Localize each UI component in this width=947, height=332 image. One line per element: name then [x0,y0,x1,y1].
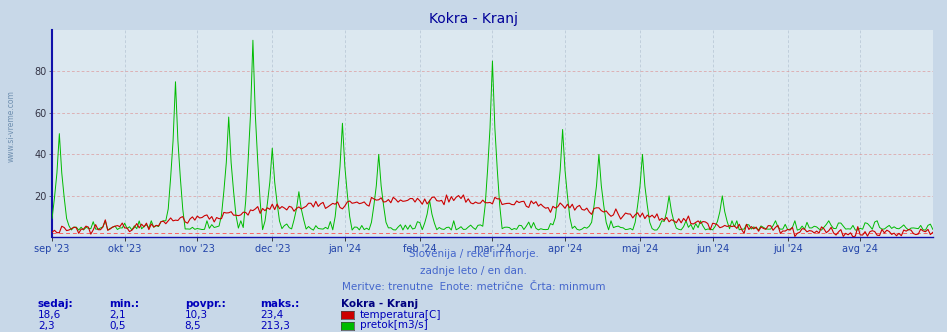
Text: 0,5: 0,5 [109,321,125,331]
Text: 10,3: 10,3 [185,310,207,320]
Text: min.:: min.: [109,299,139,309]
Text: sedaj:: sedaj: [38,299,74,309]
Text: Kokra - Kranj: Kokra - Kranj [341,299,418,309]
Text: temperatura[C]: temperatura[C] [360,310,441,320]
Text: 18,6: 18,6 [38,310,62,320]
Text: www.si-vreme.com: www.si-vreme.com [7,90,16,162]
Text: pretok[m3/s]: pretok[m3/s] [360,320,428,330]
Text: 8,5: 8,5 [185,321,202,331]
Text: Kokra - Kranj: Kokra - Kranj [429,12,518,26]
Text: zadnje leto / en dan.: zadnje leto / en dan. [420,266,527,276]
Text: 2,3: 2,3 [38,321,55,331]
Text: maks.:: maks.: [260,299,299,309]
Text: 213,3: 213,3 [260,321,291,331]
Text: 23,4: 23,4 [260,310,284,320]
Text: Meritve: trenutne  Enote: metrične  Črta: minmum: Meritve: trenutne Enote: metrične Črta: … [342,282,605,292]
Text: povpr.:: povpr.: [185,299,225,309]
Text: Slovenija / reke in morje.: Slovenija / reke in morje. [408,249,539,259]
Text: 2,1: 2,1 [109,310,126,320]
